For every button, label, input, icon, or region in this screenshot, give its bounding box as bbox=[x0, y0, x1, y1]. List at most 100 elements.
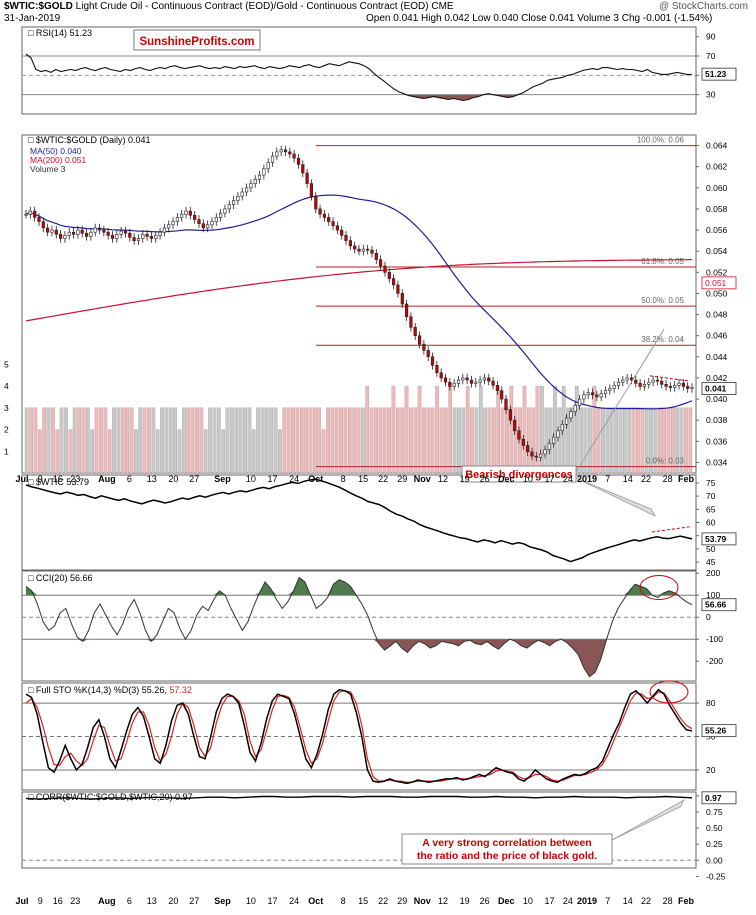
candle-body bbox=[538, 453, 543, 458]
candle-body bbox=[262, 168, 266, 176]
volume-bar bbox=[291, 407, 295, 474]
candle-body bbox=[167, 224, 171, 229]
x-axis-label-bottom: 9 bbox=[38, 896, 43, 906]
candle-body bbox=[391, 278, 396, 286]
candle-body bbox=[673, 384, 677, 388]
cci-oversold-fill bbox=[26, 639, 692, 677]
volume-bar bbox=[631, 407, 636, 474]
volume-bar bbox=[684, 407, 688, 474]
candle-body bbox=[668, 386, 672, 388]
candle-body bbox=[123, 230, 128, 234]
x-axis-label-bottom: 28 bbox=[663, 896, 673, 906]
fib-level-label: 50.0%: 0.05 bbox=[641, 296, 684, 305]
volume-bar bbox=[640, 407, 645, 474]
volume-bar bbox=[374, 407, 378, 474]
cci-axis-tick-label: 0 bbox=[706, 612, 711, 622]
volume-bar bbox=[553, 385, 557, 474]
candle-body bbox=[288, 151, 292, 155]
fib-level-label: 61.8%: 0.05 bbox=[641, 257, 684, 266]
x-axis-label-bottom: 16 bbox=[53, 896, 63, 906]
candle-body bbox=[603, 390, 608, 395]
volume-bar bbox=[636, 407, 640, 474]
volume-bar bbox=[496, 385, 501, 474]
wtic-divergence-line bbox=[651, 526, 691, 533]
x-axis-label-bottom: 26 bbox=[480, 896, 490, 906]
volume-bar bbox=[278, 429, 282, 474]
candle-body bbox=[318, 208, 322, 215]
candle-body bbox=[214, 217, 218, 222]
x-axis-label-mid: 27 bbox=[189, 474, 199, 484]
candle-body bbox=[612, 384, 616, 389]
candle-body bbox=[404, 303, 409, 317]
x-axis-label-mid: Nov bbox=[414, 474, 431, 484]
cci-last-value-box bbox=[701, 598, 737, 612]
candle-body bbox=[638, 382, 642, 387]
volume-bar bbox=[304, 407, 308, 474]
volume-bar bbox=[330, 407, 335, 474]
candle-body bbox=[136, 238, 141, 241]
watermark-label: SunshineProfits.com bbox=[139, 36, 254, 48]
ma200-value-label: 0.051 bbox=[705, 278, 727, 288]
volume-bar bbox=[413, 407, 418, 474]
candle-body bbox=[45, 227, 50, 233]
volume-bar bbox=[649, 407, 653, 474]
candle-body bbox=[647, 381, 651, 385]
volume-bar bbox=[173, 407, 177, 474]
candle-body bbox=[370, 249, 374, 254]
sto-title: □ Full STO %K(14,3) %D(3) 55.26, 57.32 bbox=[28, 685, 192, 695]
volume-bar bbox=[125, 407, 129, 474]
volume-bar bbox=[46, 407, 51, 474]
sto-d-value: 57.32 bbox=[169, 685, 192, 695]
volume-axis-label: 1 bbox=[4, 446, 9, 456]
source-credit: @ StockCharts.com bbox=[658, 1, 748, 12]
volume-bar bbox=[404, 385, 409, 474]
candle-body bbox=[33, 210, 37, 218]
volume-bar bbox=[522, 385, 527, 474]
x-axis-label-mid: Dec bbox=[498, 474, 515, 484]
volume-bar bbox=[190, 407, 195, 474]
chart-date: 31-Jan-2019 bbox=[4, 13, 61, 24]
x-axis-label-mid: 13 bbox=[147, 474, 157, 484]
candle-body bbox=[582, 394, 586, 400]
x-axis-label-mid: 22 bbox=[378, 474, 388, 484]
x-axis-label-bottom: 12 bbox=[438, 896, 448, 906]
volume-bar bbox=[679, 407, 684, 474]
volume-bar bbox=[509, 385, 514, 474]
corr-panel-frame bbox=[21, 791, 697, 869]
x-axis-label-bottom: 2019 bbox=[577, 896, 597, 906]
volume-bar bbox=[299, 407, 304, 474]
volume-bar bbox=[182, 407, 186, 474]
candle-body bbox=[504, 398, 508, 411]
volume-bar bbox=[260, 407, 265, 474]
candle-body bbox=[547, 443, 551, 450]
volume-bar bbox=[461, 407, 466, 474]
candle-body bbox=[50, 229, 54, 233]
x-axis-label-mid: 24 bbox=[563, 474, 573, 484]
volume-bar bbox=[177, 429, 182, 474]
cci-axis-tick-label: 200 bbox=[706, 568, 720, 578]
candle-body bbox=[327, 217, 331, 222]
volume-bar bbox=[120, 407, 125, 474]
rsi-panel-frame bbox=[21, 26, 697, 115]
candle-body bbox=[93, 227, 97, 233]
x-axis-label-mid: 17 bbox=[267, 474, 277, 484]
candle-body bbox=[322, 213, 327, 218]
corr-title: □ CORR($WTIC:$GOLD,$WTIC,20) 0.97 bbox=[28, 792, 192, 802]
volume-bar bbox=[483, 407, 487, 474]
candle-body bbox=[232, 200, 236, 205]
rsi-series-line bbox=[25, 53, 692, 102]
x-axis-label-bottom: 10 bbox=[246, 896, 256, 906]
volume-bar bbox=[160, 407, 164, 474]
candle-body bbox=[67, 231, 71, 236]
volume-axis-label: 4 bbox=[4, 381, 9, 391]
volume-bar bbox=[470, 407, 474, 474]
x-axis-label-bottom: 22 bbox=[641, 896, 651, 906]
wtic-axis-tick-label: 50 bbox=[706, 544, 716, 554]
volume-bar bbox=[492, 407, 496, 474]
candle-body bbox=[465, 377, 469, 381]
volume-bar bbox=[579, 407, 584, 474]
candle-body bbox=[482, 377, 487, 381]
rsi-last-value-box bbox=[701, 67, 737, 81]
cci-last-value: 56.66 bbox=[705, 600, 727, 610]
x-axis-label-bottom: 8 bbox=[341, 896, 346, 906]
